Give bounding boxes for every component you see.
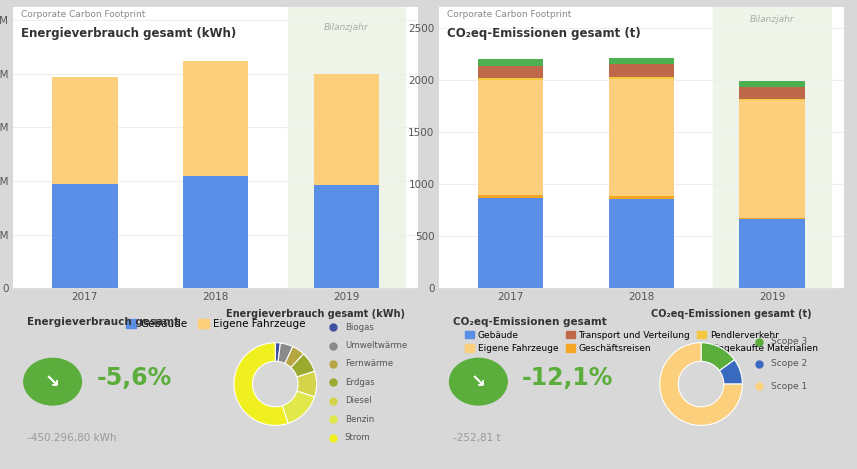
Text: CO₂eq-Emissionen gesamt (t): CO₂eq-Emissionen gesamt (t) [651, 310, 812, 319]
Text: Energieverbrauch gesamt (kWh): Energieverbrauch gesamt (kWh) [21, 27, 237, 40]
Bar [314, 74, 379, 185]
Bar [713, 7, 831, 288]
Bar [608, 64, 674, 77]
Bar [183, 61, 249, 176]
Text: Scope 2: Scope 2 [770, 360, 806, 369]
Bar [608, 79, 674, 197]
Bar [478, 197, 543, 288]
Bar [183, 176, 249, 288]
Text: Energieverbrauch gesamt: Energieverbrauch gesamt [27, 318, 179, 327]
Text: CO₂eq-Emissionen gesamt: CO₂eq-Emissionen gesamt [452, 318, 606, 327]
Text: Bilanzjahr: Bilanzjahr [750, 15, 794, 24]
Bar [314, 185, 379, 288]
Legend: Gebäude, Eigene Fahrzeuge, Transport und Verteilung, Geschäftsreisen, Pendlerver: Gebäude, Eigene Fahrzeuge, Transport und… [461, 327, 821, 356]
Text: Biogas: Biogas [345, 323, 374, 332]
Text: Strom: Strom [345, 433, 370, 442]
Bar [740, 219, 805, 288]
Bar [478, 80, 543, 196]
Text: Scope 3: Scope 3 [770, 337, 806, 346]
Bar [608, 198, 674, 288]
Circle shape [24, 358, 81, 405]
Text: -5,6%: -5,6% [96, 366, 171, 391]
Text: Corporate Carbon Footprint: Corporate Carbon Footprint [446, 10, 571, 19]
Text: Energieverbrauch gesamt (kWh): Energieverbrauch gesamt (kWh) [225, 310, 405, 319]
Bar [740, 87, 805, 98]
Text: Bilanzjahr: Bilanzjahr [324, 23, 369, 32]
Circle shape [450, 358, 507, 405]
Bar [740, 98, 805, 100]
Text: Scope 1: Scope 1 [770, 382, 806, 391]
Bar [740, 218, 805, 219]
Text: Diesel: Diesel [345, 396, 371, 405]
Text: Benzin: Benzin [345, 415, 374, 424]
Text: -450.296,80 kWh: -450.296,80 kWh [27, 433, 117, 443]
Bar [608, 77, 674, 79]
Text: Umweltwärme: Umweltwärme [345, 341, 407, 350]
Bar [740, 100, 805, 218]
Bar [740, 81, 805, 87]
Legend: Gebäude, Eigene Fahrzeuge: Gebäude, Eigene Fahrzeuge [122, 315, 309, 333]
Text: -12,1%: -12,1% [522, 366, 614, 391]
Bar [608, 197, 674, 198]
Bar [478, 59, 543, 67]
Text: ↘: ↘ [45, 373, 60, 391]
Bar [478, 78, 543, 80]
Text: Fernwärme: Fernwärme [345, 360, 393, 369]
Text: Corporate Carbon Footprint: Corporate Carbon Footprint [21, 10, 146, 19]
Bar [52, 76, 117, 184]
Text: -252,81 t: -252,81 t [452, 433, 500, 443]
Text: ↘: ↘ [470, 373, 486, 391]
Bar [52, 184, 117, 288]
Bar [288, 7, 405, 288]
Bar [478, 196, 543, 197]
Text: Erdgas: Erdgas [345, 378, 375, 387]
Bar [478, 67, 543, 78]
Bar [608, 58, 674, 64]
Text: CO₂eq-Emissionen gesamt (t): CO₂eq-Emissionen gesamt (t) [446, 27, 640, 40]
